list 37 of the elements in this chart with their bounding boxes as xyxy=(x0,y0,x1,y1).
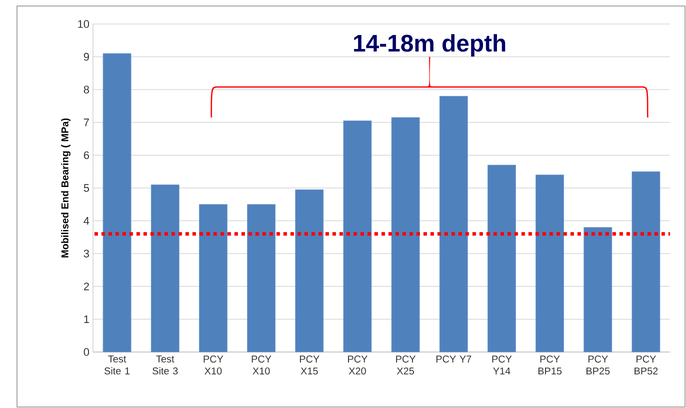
bar xyxy=(391,117,420,352)
x-tick-label: Test Site 3 xyxy=(152,356,178,374)
x-tick-label: PCY BP15 xyxy=(538,356,562,375)
x-tick-label: PCY X20 xyxy=(348,356,368,375)
annotation: 14-18m depth xyxy=(354,34,506,56)
bar xyxy=(488,164,516,352)
bar xyxy=(584,227,612,352)
x-tick-label: PCY X10 xyxy=(252,356,272,375)
x-tick-label: PCY Y7 xyxy=(436,356,472,363)
y-tick-label: 5 xyxy=(84,184,90,192)
x-tick-label: PCY X15 xyxy=(300,356,320,375)
bar xyxy=(343,120,372,352)
y-tick-label: 8 xyxy=(84,86,89,94)
bar xyxy=(102,53,132,352)
y-axis-title: Mobilised End Bearing ( MPa) xyxy=(61,118,70,258)
bar xyxy=(295,189,324,352)
x-tick-label: PCY Y14 xyxy=(492,356,512,374)
bar xyxy=(247,204,276,352)
bar xyxy=(536,174,564,352)
y-tick-label: 4 xyxy=(84,217,90,225)
y-tick-label: 7 xyxy=(84,118,89,126)
x-tick-label: PCY X10 xyxy=(204,356,224,375)
y-tick-label: 1 xyxy=(84,315,89,323)
y-tick-label: 6 xyxy=(84,151,89,160)
y-tick-label: 0 xyxy=(84,348,90,356)
bar xyxy=(632,171,660,352)
x-tick-label: Test Site 1 xyxy=(104,356,130,374)
y-tick-label: 10 xyxy=(78,20,90,28)
x-tick-label: PCY BP25 xyxy=(586,356,610,375)
x-tick-label: PCY BP52 xyxy=(634,356,658,375)
x-tick-label: PCY X25 xyxy=(396,356,416,375)
bar xyxy=(199,204,228,352)
bar xyxy=(150,184,180,352)
bar xyxy=(439,96,468,352)
y-tick-label: 3 xyxy=(84,250,89,258)
y-tick-label: 9 xyxy=(84,52,89,61)
y-tick-label: 2 xyxy=(84,282,89,290)
